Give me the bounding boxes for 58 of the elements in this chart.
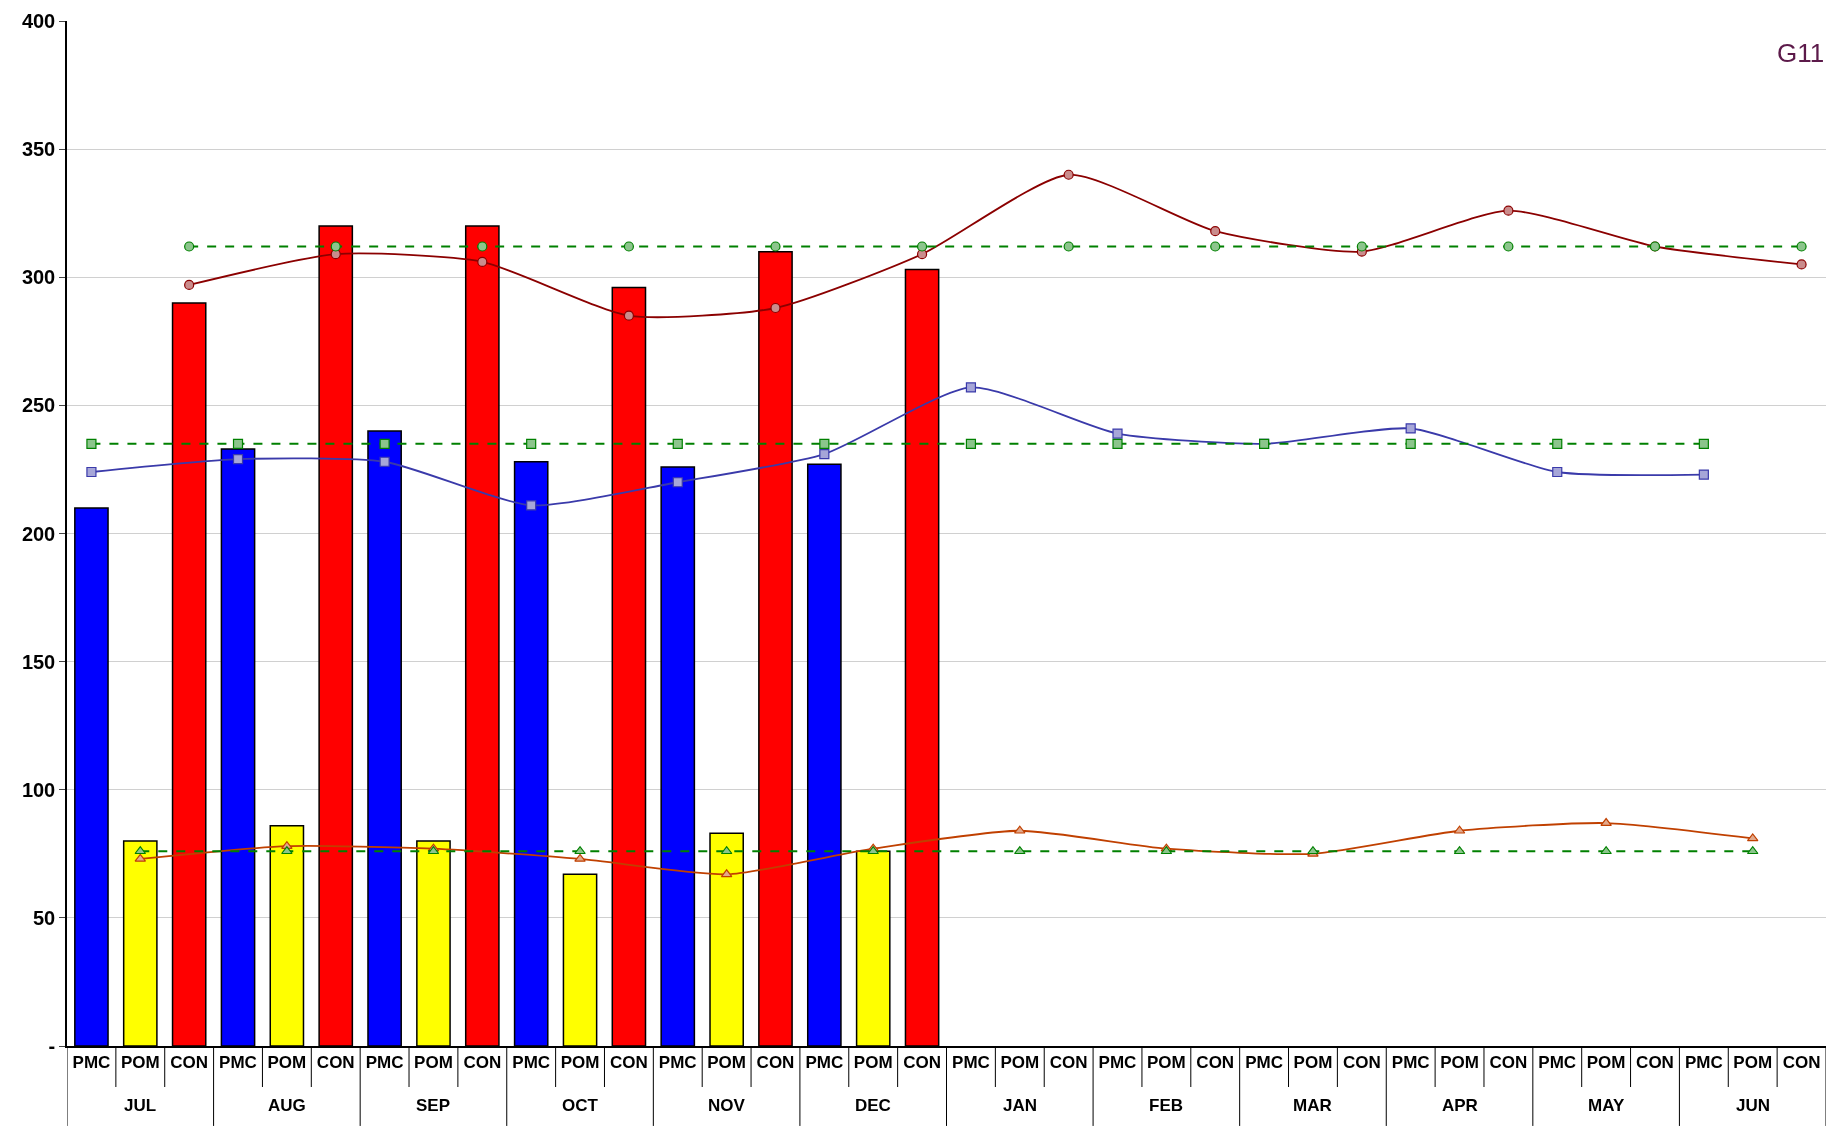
text: MAY: [1588, 1096, 1625, 1115]
y-tick-label: 300: [21, 266, 56, 289]
text: JAN: [1003, 1096, 1038, 1115]
x-tick-label: PMC: [365, 1053, 404, 1073]
x-tick-label: CON: [1782, 1053, 1821, 1073]
x-tick-label: PMC: [512, 1053, 551, 1073]
y-tick-label: 50: [33, 906, 56, 929]
x-tick-label: CON: [756, 1053, 795, 1073]
y-tick-label: -: [48, 1035, 56, 1057]
text: AUG: [268, 1096, 306, 1115]
x-tick-label: POM: [1440, 1053, 1479, 1073]
text: SEP: [416, 1096, 451, 1115]
y-tick-label: 150: [21, 650, 56, 673]
x-tick-label: CON: [903, 1053, 941, 1073]
x-tick-label: PMC: [1098, 1053, 1137, 1073]
x-tick-label: CON: [1342, 1053, 1381, 1073]
text: OCT: [562, 1096, 599, 1115]
x-tick-label: CON: [1489, 1053, 1528, 1073]
x-tick-label: PMC: [1684, 1053, 1723, 1073]
x-tick-label: PMC: [1538, 1053, 1577, 1073]
x-tick-label: PMC: [1245, 1053, 1283, 1073]
x-tick-label: POM: [560, 1053, 600, 1073]
x-tick-label: PMC: [805, 1053, 844, 1073]
text: JUL: [124, 1096, 157, 1115]
x-tick-label: POM: [1586, 1053, 1626, 1073]
x-tick-label: POM: [267, 1053, 307, 1073]
text: NOV: [708, 1096, 746, 1115]
x-tick-label: CON: [316, 1053, 355, 1073]
x-tick-label: PMC: [952, 1053, 990, 1073]
x-tick-label: PMC: [219, 1053, 257, 1073]
y-tick-label: 100: [21, 778, 56, 801]
x-tick-label: POM: [707, 1053, 746, 1073]
x-tick-label: CON: [170, 1053, 209, 1073]
text: MAR: [1293, 1096, 1332, 1115]
text: DEC: [855, 1096, 891, 1115]
x-tick-label: POM: [1733, 1053, 1773, 1073]
x-tick-label: CON: [463, 1053, 502, 1073]
x-tick-label: PMC: [658, 1053, 697, 1073]
y-tick-label: 350: [21, 138, 56, 161]
x-tick-label: PMC: [72, 1053, 111, 1073]
x-tick-label: CON: [1636, 1053, 1674, 1073]
y-tick-label: 400: [21, 10, 56, 32]
text: FEB: [1149, 1096, 1183, 1115]
x-tick-label: PMC: [1391, 1053, 1430, 1073]
x-tick-label: POM: [1000, 1053, 1040, 1073]
x-tick-label: POM: [1293, 1053, 1333, 1073]
x-tick-label: POM: [414, 1053, 453, 1073]
x-tick-label: POM: [120, 1053, 160, 1073]
y-tick-label: 250: [21, 394, 56, 417]
x-tick-label: CON: [1049, 1053, 1088, 1073]
x-tick-label: POM: [853, 1053, 893, 1073]
annotation: G11: [1777, 38, 1825, 68]
text: APR: [1442, 1096, 1478, 1115]
x-tick-label: CON: [1196, 1053, 1235, 1073]
x-tick-label: POM: [1147, 1053, 1186, 1073]
text: JUN: [1736, 1096, 1771, 1115]
y-tick-label: 200: [21, 522, 56, 545]
x-tick-label: CON: [610, 1053, 648, 1073]
